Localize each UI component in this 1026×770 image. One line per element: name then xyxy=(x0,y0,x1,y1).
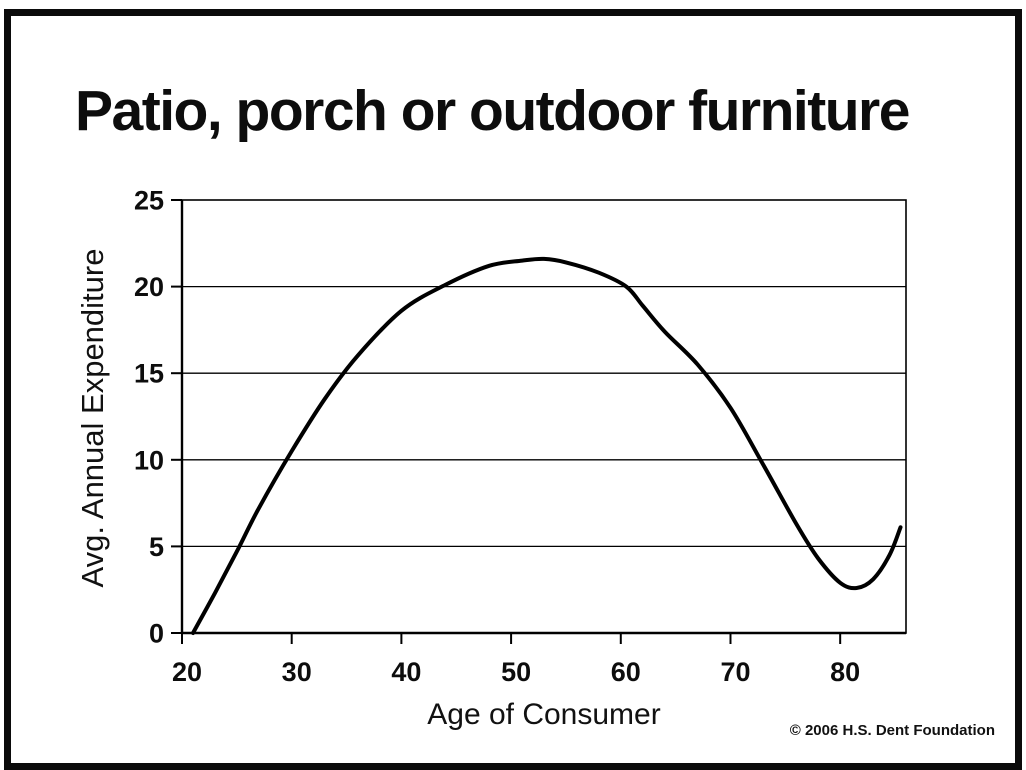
y-tick-label: 0 xyxy=(149,618,164,648)
y-axis-title: Avg. Annual Expenditure xyxy=(75,248,110,588)
x-tick-label: 30 xyxy=(282,657,312,687)
x-tick-label: 60 xyxy=(611,657,641,687)
y-tick-label: 20 xyxy=(134,272,164,302)
y-tick-label: 10 xyxy=(134,445,164,475)
x-tick-label: 80 xyxy=(830,657,860,687)
spending-curve xyxy=(191,256,903,635)
x-tick-label: 40 xyxy=(391,657,421,687)
y-tick-label: 5 xyxy=(149,532,164,562)
x-tick-label: 20 xyxy=(172,657,202,687)
y-tick-label: 15 xyxy=(134,359,164,389)
chart-title: Patio, porch or outdoor furniture xyxy=(75,79,910,144)
x-tick-label: 70 xyxy=(720,657,750,687)
x-axis-title: Age of Consumer xyxy=(427,698,661,731)
y-tick-label: 25 xyxy=(134,185,164,215)
plot-frame xyxy=(181,199,907,634)
copyright-notice: © 2006 H.S. Dent Foundation xyxy=(789,722,995,739)
x-tick-label: 50 xyxy=(501,657,531,687)
